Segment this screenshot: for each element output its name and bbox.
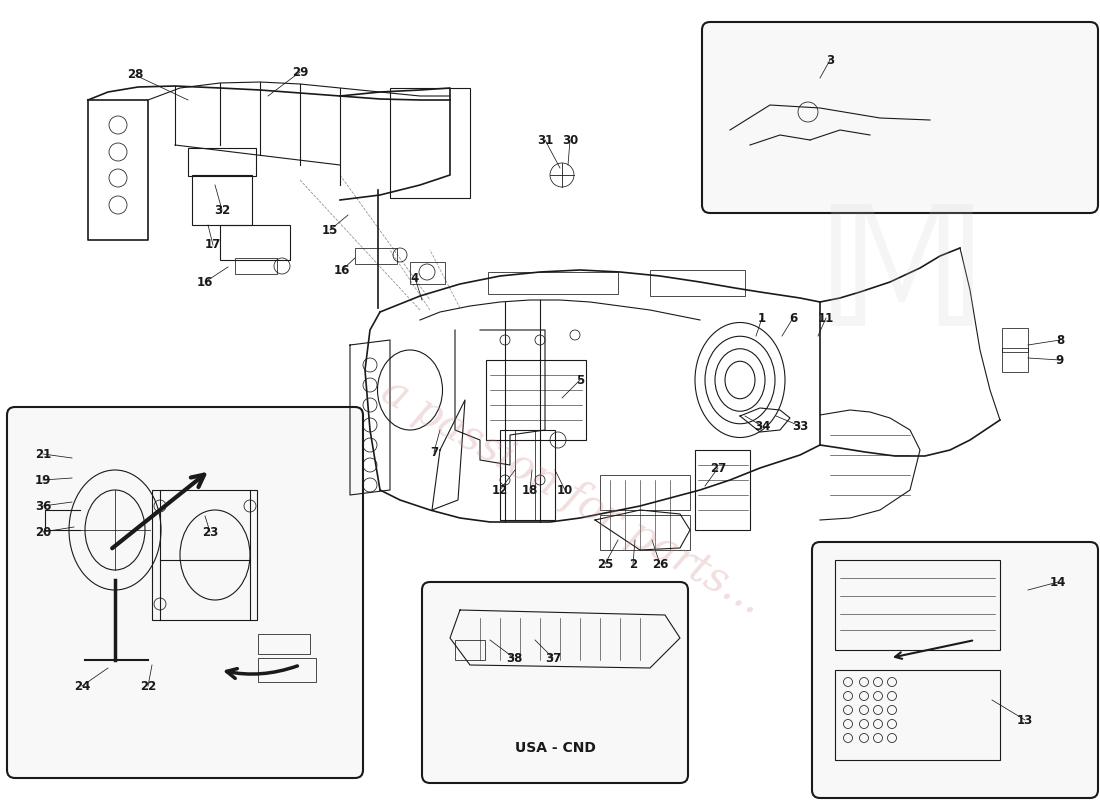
Text: 36: 36 <box>35 499 52 513</box>
Text: 38: 38 <box>506 651 522 665</box>
Text: 34: 34 <box>754 419 770 433</box>
Bar <box>258 658 316 682</box>
Text: 19: 19 <box>35 474 52 486</box>
Bar <box>1002 328 1028 352</box>
Text: 27: 27 <box>710 462 726 474</box>
Text: 6: 6 <box>789 311 797 325</box>
Text: 22: 22 <box>140 679 156 693</box>
Text: 13: 13 <box>1016 714 1033 726</box>
FancyBboxPatch shape <box>702 22 1098 213</box>
FancyBboxPatch shape <box>7 407 363 778</box>
Text: 15: 15 <box>322 223 338 237</box>
Bar <box>488 272 618 294</box>
Text: 1: 1 <box>758 311 766 325</box>
Bar <box>695 450 750 530</box>
Bar <box>1002 348 1028 372</box>
Text: 11: 11 <box>818 311 834 325</box>
Bar <box>390 88 470 198</box>
Bar <box>455 640 485 660</box>
Text: 7: 7 <box>430 446 438 458</box>
Text: 25: 25 <box>597 558 613 570</box>
Text: 33: 33 <box>792 419 808 433</box>
Text: 21: 21 <box>35 447 51 461</box>
Text: 28: 28 <box>126 69 143 82</box>
Text: 8: 8 <box>1056 334 1064 346</box>
Bar <box>235 258 277 274</box>
Text: 14: 14 <box>1049 575 1066 589</box>
Text: 12: 12 <box>492 483 508 497</box>
Bar <box>835 670 1000 760</box>
Text: 4: 4 <box>411 271 419 285</box>
Text: 9: 9 <box>1056 354 1064 366</box>
Text: 37: 37 <box>544 651 561 665</box>
Bar <box>600 475 690 510</box>
Bar <box>650 270 745 296</box>
Text: 30: 30 <box>562 134 579 146</box>
Bar <box>188 148 256 176</box>
Bar <box>600 515 690 550</box>
Text: a passion for parts...: a passion for parts... <box>374 370 770 622</box>
Text: 𝕄: 𝕄 <box>815 198 989 362</box>
Bar <box>410 262 446 284</box>
Text: 5: 5 <box>576 374 584 386</box>
Text: 10: 10 <box>557 483 573 497</box>
Text: 23: 23 <box>202 526 218 538</box>
FancyBboxPatch shape <box>422 582 688 783</box>
Text: 32: 32 <box>213 203 230 217</box>
Text: 29: 29 <box>292 66 308 78</box>
Bar <box>152 490 257 620</box>
Text: 3: 3 <box>826 54 834 66</box>
Text: 26: 26 <box>652 558 668 570</box>
Text: 17: 17 <box>205 238 221 251</box>
Text: 16: 16 <box>197 275 213 289</box>
Text: 2: 2 <box>629 558 637 570</box>
Bar <box>835 560 1000 650</box>
Text: USA - CND: USA - CND <box>515 741 595 755</box>
Text: 24: 24 <box>74 679 90 693</box>
Text: 31: 31 <box>537 134 553 146</box>
FancyBboxPatch shape <box>812 542 1098 798</box>
Bar <box>486 360 586 440</box>
Text: 20: 20 <box>35 526 51 538</box>
Bar <box>192 175 252 225</box>
Text: 16: 16 <box>333 263 350 277</box>
Bar <box>355 248 397 264</box>
Text: 18: 18 <box>521 483 538 497</box>
Bar <box>500 430 556 520</box>
Bar <box>220 225 290 260</box>
Bar <box>258 634 310 654</box>
